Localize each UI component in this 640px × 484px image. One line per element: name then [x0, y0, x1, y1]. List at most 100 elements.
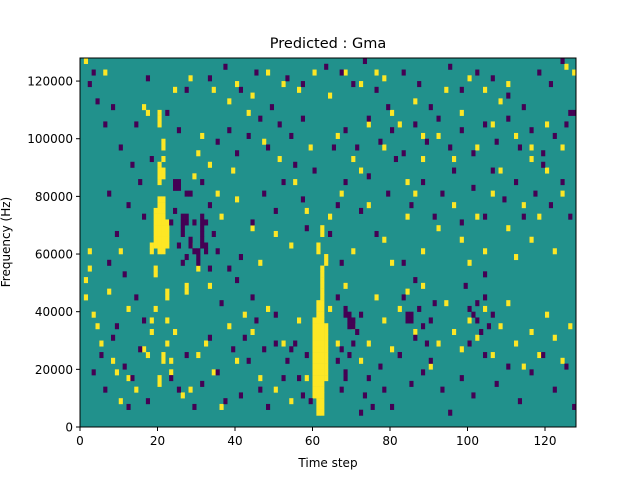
heatmap-cell-high: [312, 380, 317, 387]
heatmap-cell-low: [548, 202, 554, 209]
heatmap-cell-high: [552, 248, 557, 255]
heatmap-cell-high: [258, 259, 263, 266]
heatmap-cell-high: [161, 213, 166, 220]
heatmap-cell-low: [200, 242, 205, 249]
heatmap-cell-high: [316, 386, 321, 393]
heatmap-cell-low: [238, 86, 244, 93]
heatmap-cell-high: [490, 190, 495, 197]
heatmap-cell-high: [99, 340, 104, 347]
heatmap-cell-high: [324, 323, 329, 330]
y-tick-label: 0: [65, 421, 73, 435]
heatmap-cell-high: [405, 179, 410, 186]
heatmap-cell-high: [165, 294, 170, 301]
heatmap-cell-low: [285, 357, 290, 364]
heatmap-cell-high: [359, 357, 364, 364]
heatmap-cell-high: [169, 357, 174, 364]
heatmap-cell-low: [312, 167, 317, 174]
heatmap-cell-low: [134, 121, 139, 128]
heatmap-cell-high: [157, 202, 162, 209]
heatmap-cell-low: [184, 213, 189, 220]
heatmap-cell-high: [157, 242, 162, 249]
heatmap-cell-high: [161, 236, 166, 243]
heatmap-cell-low: [254, 317, 259, 324]
heatmap-cell-high: [529, 144, 534, 151]
heatmap-cell-low: [223, 63, 228, 70]
heatmap-cell-low: [126, 202, 131, 209]
heatmap-cell-low: [459, 86, 464, 93]
heatmap-cell-low: [351, 323, 356, 330]
heatmap-cell-high: [320, 265, 325, 272]
heatmap-cell-low: [118, 144, 123, 151]
heatmap-cell-high: [324, 334, 329, 341]
heatmap-cell-high: [459, 346, 464, 353]
heatmap-cell-low: [568, 109, 573, 116]
heatmap-cell-high: [312, 352, 317, 359]
heatmap-cell-high: [324, 357, 329, 364]
heatmap-cell-high: [428, 363, 433, 370]
heatmap-cell-high: [227, 323, 232, 330]
heatmap-cell-high: [200, 132, 205, 139]
heatmap-cell-low: [250, 294, 255, 301]
heatmap-cell-low: [107, 259, 112, 266]
heatmap-cell-high: [149, 317, 154, 324]
heatmap-cell-low: [351, 340, 356, 347]
heatmap-cell-high: [157, 196, 162, 203]
heatmap-cell-high: [165, 242, 170, 249]
heatmap-cell-low: [471, 150, 476, 157]
heatmap-cell-low: [176, 179, 182, 186]
heatmap-cell-high: [157, 375, 162, 382]
heatmap-cell-high: [316, 340, 321, 347]
heatmap-cell-low: [130, 375, 135, 382]
heatmap-cell-low: [215, 369, 220, 376]
y-tick-label: 40000: [35, 305, 73, 319]
heatmap-cell-high: [374, 69, 379, 76]
heatmap-cell-low: [200, 179, 205, 186]
heatmap-cell-low: [304, 225, 309, 232]
heatmap-cell-low: [421, 323, 426, 330]
heatmap-cell-high: [184, 288, 189, 295]
heatmap-cell-low: [494, 380, 499, 387]
heatmap-cell-high: [153, 271, 158, 278]
heatmap-cell-high: [324, 328, 329, 335]
heatmap-cell-high: [293, 179, 298, 186]
heatmap-cell-high: [529, 236, 534, 243]
heatmap-cell-high: [188, 386, 193, 393]
heatmap-cell-low: [486, 323, 492, 330]
heatmap-cell-low: [196, 259, 201, 266]
heatmap-cell-high: [153, 225, 158, 232]
heatmap-cell-low: [541, 352, 546, 359]
heatmap-cell-high: [180, 392, 185, 399]
heatmap-cell-high: [521, 202, 526, 209]
heatmap-cell-high: [165, 340, 170, 347]
heatmap-cell-high: [324, 352, 329, 359]
heatmap-cell-high: [281, 81, 286, 88]
heatmap-cell-low: [432, 300, 437, 307]
heatmap-cell-low: [242, 334, 247, 341]
heatmap-cell-low: [475, 300, 480, 307]
heatmap-cell-low: [169, 219, 174, 226]
heatmap-cell-low: [207, 75, 213, 82]
heatmap-cell-high: [413, 190, 418, 197]
heatmap-cell-low: [281, 179, 286, 186]
heatmap-cell-high: [192, 173, 197, 180]
heatmap-cell-high: [328, 92, 333, 99]
heatmap-cell-high: [324, 259, 329, 266]
heatmap-cell-high: [273, 230, 278, 237]
heatmap-cell-low: [483, 213, 488, 220]
heatmap-cell-low: [192, 219, 197, 226]
heatmap-cell-low: [339, 259, 344, 266]
heatmap-cell-high: [320, 340, 325, 347]
heatmap-cell-high: [320, 346, 325, 353]
heatmap-cell-high: [382, 236, 387, 243]
heatmap-cell-high: [366, 121, 371, 128]
heatmap-cell-high: [235, 357, 240, 364]
heatmap-cell-high: [215, 190, 220, 197]
heatmap-cell-high: [560, 190, 565, 197]
heatmap-cell-high: [421, 282, 426, 289]
heatmap-cell-low: [95, 98, 100, 105]
heatmap-cell-high: [196, 352, 201, 359]
heatmap-cell-low: [514, 179, 519, 186]
heatmap-cell-high: [211, 369, 216, 376]
heatmap-cell-low: [196, 248, 201, 255]
heatmap-cell-high: [235, 196, 240, 203]
